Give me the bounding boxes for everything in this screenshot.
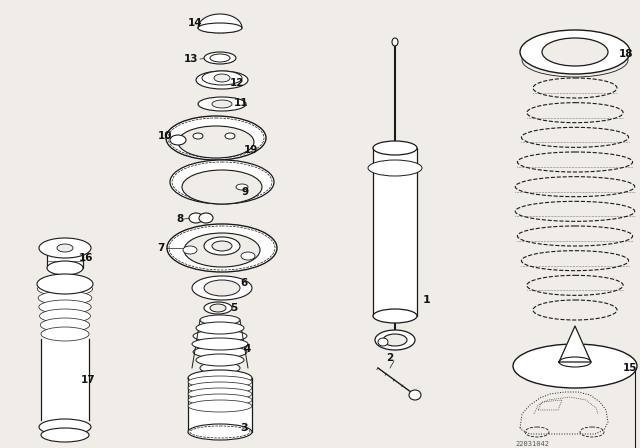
Ellipse shape	[204, 237, 240, 255]
Text: 10: 10	[158, 131, 173, 141]
Ellipse shape	[212, 241, 232, 251]
Text: 2: 2	[386, 353, 393, 363]
Ellipse shape	[183, 246, 197, 254]
Ellipse shape	[188, 376, 252, 388]
Ellipse shape	[47, 261, 83, 275]
Polygon shape	[559, 326, 591, 362]
Polygon shape	[198, 14, 242, 28]
Ellipse shape	[193, 346, 247, 358]
Ellipse shape	[40, 309, 90, 323]
Ellipse shape	[200, 315, 240, 325]
Ellipse shape	[189, 213, 203, 223]
Text: 4: 4	[244, 344, 252, 354]
Bar	[373, 148, 417, 316]
Text: 7: 7	[157, 243, 164, 253]
Ellipse shape	[188, 388, 252, 400]
Ellipse shape	[57, 244, 73, 252]
Ellipse shape	[188, 370, 252, 386]
Ellipse shape	[188, 424, 252, 440]
Ellipse shape	[373, 141, 417, 155]
Ellipse shape	[378, 338, 388, 346]
Text: 15: 15	[623, 363, 637, 373]
Text: 17: 17	[81, 375, 95, 385]
Ellipse shape	[39, 300, 91, 314]
Text: 12: 12	[230, 78, 244, 88]
Text: 13: 13	[184, 54, 198, 64]
Ellipse shape	[192, 276, 252, 300]
Ellipse shape	[409, 390, 421, 400]
Ellipse shape	[188, 394, 252, 406]
Polygon shape	[188, 378, 252, 432]
Ellipse shape	[170, 160, 274, 204]
Ellipse shape	[41, 428, 89, 442]
Text: 8: 8	[176, 214, 183, 224]
Ellipse shape	[41, 327, 89, 341]
Ellipse shape	[210, 54, 230, 62]
Ellipse shape	[188, 382, 252, 394]
Ellipse shape	[241, 252, 255, 260]
Polygon shape	[41, 339, 89, 420]
Ellipse shape	[200, 362, 240, 374]
Ellipse shape	[212, 100, 232, 108]
Text: 5: 5	[230, 303, 237, 313]
Text: 9: 9	[242, 187, 249, 197]
Ellipse shape	[214, 74, 230, 82]
Text: 6: 6	[240, 278, 247, 288]
Ellipse shape	[170, 135, 186, 145]
Ellipse shape	[368, 160, 422, 176]
Text: 3: 3	[240, 423, 248, 433]
Ellipse shape	[40, 318, 90, 332]
Ellipse shape	[199, 213, 213, 223]
Ellipse shape	[202, 71, 242, 85]
Text: 16: 16	[79, 253, 93, 263]
Text: 1: 1	[423, 295, 431, 305]
Ellipse shape	[37, 274, 93, 294]
Ellipse shape	[198, 97, 246, 111]
Ellipse shape	[39, 238, 91, 258]
Ellipse shape	[559, 357, 591, 367]
Ellipse shape	[178, 126, 254, 158]
Ellipse shape	[193, 133, 203, 139]
Ellipse shape	[204, 52, 236, 64]
Ellipse shape	[188, 400, 252, 412]
Ellipse shape	[196, 71, 248, 89]
Ellipse shape	[383, 334, 407, 346]
Ellipse shape	[37, 282, 93, 296]
Ellipse shape	[542, 38, 608, 66]
Ellipse shape	[210, 304, 226, 312]
Text: 11: 11	[234, 98, 248, 108]
Text: 14: 14	[188, 18, 203, 28]
Text: 19: 19	[244, 145, 259, 155]
Ellipse shape	[166, 116, 266, 160]
Ellipse shape	[184, 233, 260, 267]
Ellipse shape	[38, 291, 92, 305]
Ellipse shape	[182, 170, 262, 204]
Ellipse shape	[204, 302, 232, 314]
Ellipse shape	[373, 309, 417, 323]
Ellipse shape	[196, 354, 244, 366]
Ellipse shape	[193, 330, 247, 342]
Text: 18: 18	[619, 49, 634, 59]
Ellipse shape	[236, 184, 248, 190]
Ellipse shape	[204, 280, 240, 296]
Text: 22031042: 22031042	[515, 441, 549, 447]
Ellipse shape	[225, 133, 235, 139]
Ellipse shape	[513, 344, 637, 388]
Ellipse shape	[39, 419, 91, 435]
Ellipse shape	[375, 330, 415, 350]
Ellipse shape	[198, 23, 242, 33]
Ellipse shape	[196, 322, 244, 334]
Ellipse shape	[192, 338, 248, 350]
Ellipse shape	[392, 38, 398, 46]
Ellipse shape	[520, 30, 630, 74]
Bar	[47, 248, 83, 268]
Ellipse shape	[167, 224, 277, 272]
